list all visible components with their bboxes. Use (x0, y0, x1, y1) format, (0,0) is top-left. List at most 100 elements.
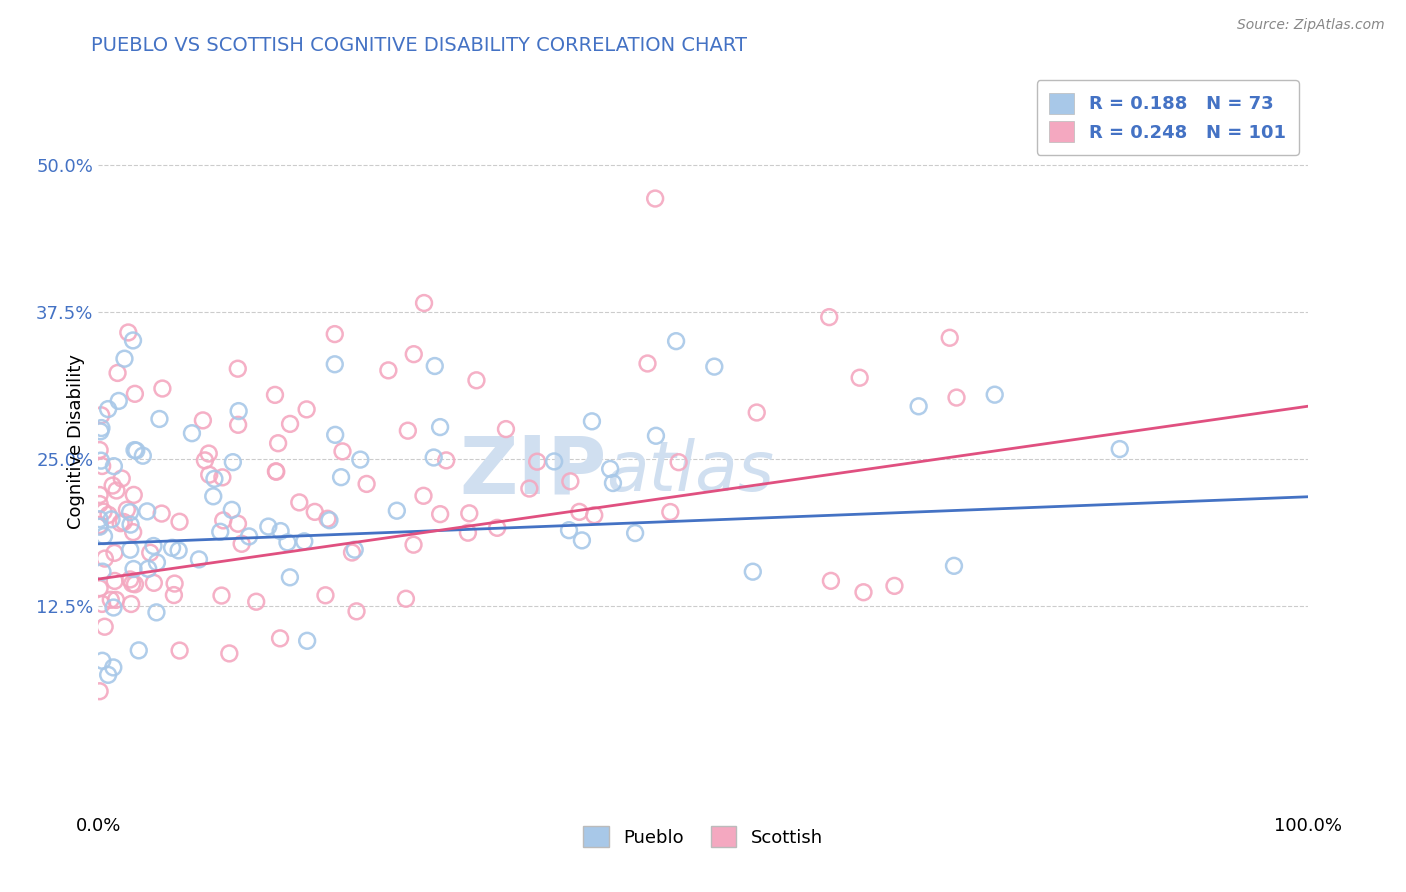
Point (132, 449, 155, 463)
Text: Source: ZipAtlas.com: Source: ZipAtlas.com (1237, 18, 1385, 32)
Point (264, 465, 287, 479)
Point (136, 504, 159, 518)
Point (212, 513, 235, 527)
Point (323, 357, 346, 371)
Point (659, 505, 682, 519)
Point (90, 409, 112, 423)
Point (89, 488, 111, 502)
Point (486, 521, 509, 535)
Point (316, 512, 339, 526)
Point (343, 542, 366, 557)
Point (124, 577, 146, 591)
Point (852, 585, 875, 599)
Point (395, 591, 418, 606)
Point (238, 529, 260, 543)
Point (385, 504, 408, 518)
Point (413, 296, 436, 310)
Point (188, 552, 211, 566)
Point (396, 424, 419, 438)
Point (93, 529, 115, 543)
Point (89, 512, 111, 526)
Point (599, 462, 621, 476)
Point (100, 592, 122, 607)
Point (624, 526, 647, 541)
Point (148, 412, 170, 426)
Point (745, 405, 768, 419)
Point (346, 604, 368, 618)
Point (883, 579, 905, 593)
Point (218, 647, 240, 661)
Point (945, 391, 967, 405)
Point (583, 508, 606, 523)
Point (89, 443, 111, 458)
Point (120, 542, 142, 557)
Point (97, 668, 120, 682)
Point (221, 503, 243, 517)
Point (107, 393, 129, 408)
Point (146, 556, 169, 570)
Point (111, 471, 134, 485)
Point (202, 489, 225, 503)
Point (163, 576, 186, 591)
Point (269, 632, 291, 646)
Point (97, 402, 120, 417)
Point (543, 454, 565, 468)
Point (100, 512, 122, 526)
Text: PUEBLO VS SCOTTISH COGNITIVE DISABILITY CORRELATION CHART: PUEBLO VS SCOTTISH COGNITIVE DISABILITY … (91, 36, 748, 54)
Point (257, 519, 280, 533)
Point (226, 417, 249, 432)
Point (101, 478, 124, 492)
Point (278, 417, 301, 431)
Point (938, 331, 960, 345)
Point (122, 562, 145, 576)
Point (288, 495, 311, 509)
Point (139, 546, 162, 560)
Point (848, 370, 870, 384)
Point (167, 543, 190, 558)
Point (907, 399, 929, 413)
Point (231, 537, 253, 551)
Point (93, 505, 115, 519)
Point (457, 525, 479, 540)
Point (295, 402, 318, 417)
Point (152, 382, 174, 396)
Point (89, 684, 111, 698)
Point (429, 420, 451, 434)
Point (191, 413, 214, 427)
Point (211, 470, 233, 484)
Point (211, 589, 233, 603)
Point (423, 359, 446, 373)
Point (112, 515, 135, 529)
Point (820, 574, 842, 588)
Point (209, 524, 232, 539)
Point (169, 515, 191, 529)
Point (163, 588, 186, 602)
Point (330, 470, 353, 484)
Point (356, 477, 378, 491)
Point (818, 310, 841, 325)
Point (349, 452, 371, 467)
Point (295, 633, 318, 648)
Point (637, 356, 659, 370)
Point (558, 523, 581, 537)
Point (89, 519, 111, 533)
Point (318, 513, 340, 527)
Point (125, 443, 148, 458)
Point (665, 334, 688, 348)
Point (264, 388, 287, 402)
Point (267, 436, 290, 450)
Point (122, 334, 145, 348)
Point (105, 483, 128, 498)
Point (602, 476, 624, 491)
Point (97, 508, 120, 522)
Point (90, 421, 112, 435)
Point (429, 507, 451, 521)
Point (741, 565, 763, 579)
Point (91, 654, 114, 668)
Point (103, 600, 125, 615)
Point (91, 597, 114, 611)
Point (110, 516, 132, 531)
Point (120, 573, 142, 587)
Point (128, 643, 150, 657)
Point (94, 551, 117, 566)
